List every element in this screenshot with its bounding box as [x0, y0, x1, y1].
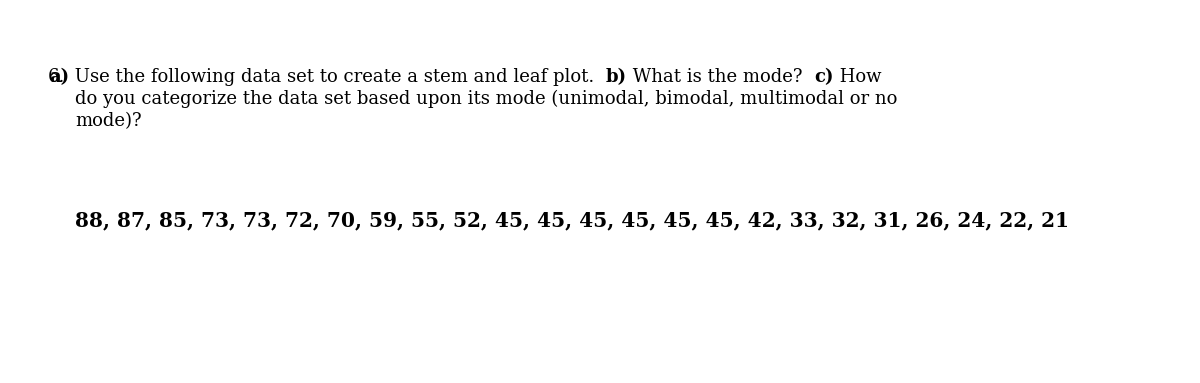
Text: 6.: 6. [48, 68, 65, 86]
Text: 88, 87, 85, 73, 73, 72, 70, 59, 55, 52, 45, 45, 45, 45, 45, 45, 42, 33, 32, 31, : 88, 87, 85, 73, 73, 72, 70, 59, 55, 52, … [74, 210, 1069, 230]
Text: How: How [834, 68, 881, 86]
Text: do you categorize the data set based upon its mode (unimodal, bimodal, multimoda: do you categorize the data set based upo… [74, 90, 898, 108]
Text: What is the mode?: What is the mode? [628, 68, 814, 86]
Text: mode)?: mode)? [74, 112, 142, 130]
Text: c): c) [814, 68, 834, 86]
Text: a): a) [49, 68, 70, 86]
Text: Use the following data set to create a stem and leaf plot.: Use the following data set to create a s… [70, 68, 606, 86]
Text: b): b) [606, 68, 628, 86]
